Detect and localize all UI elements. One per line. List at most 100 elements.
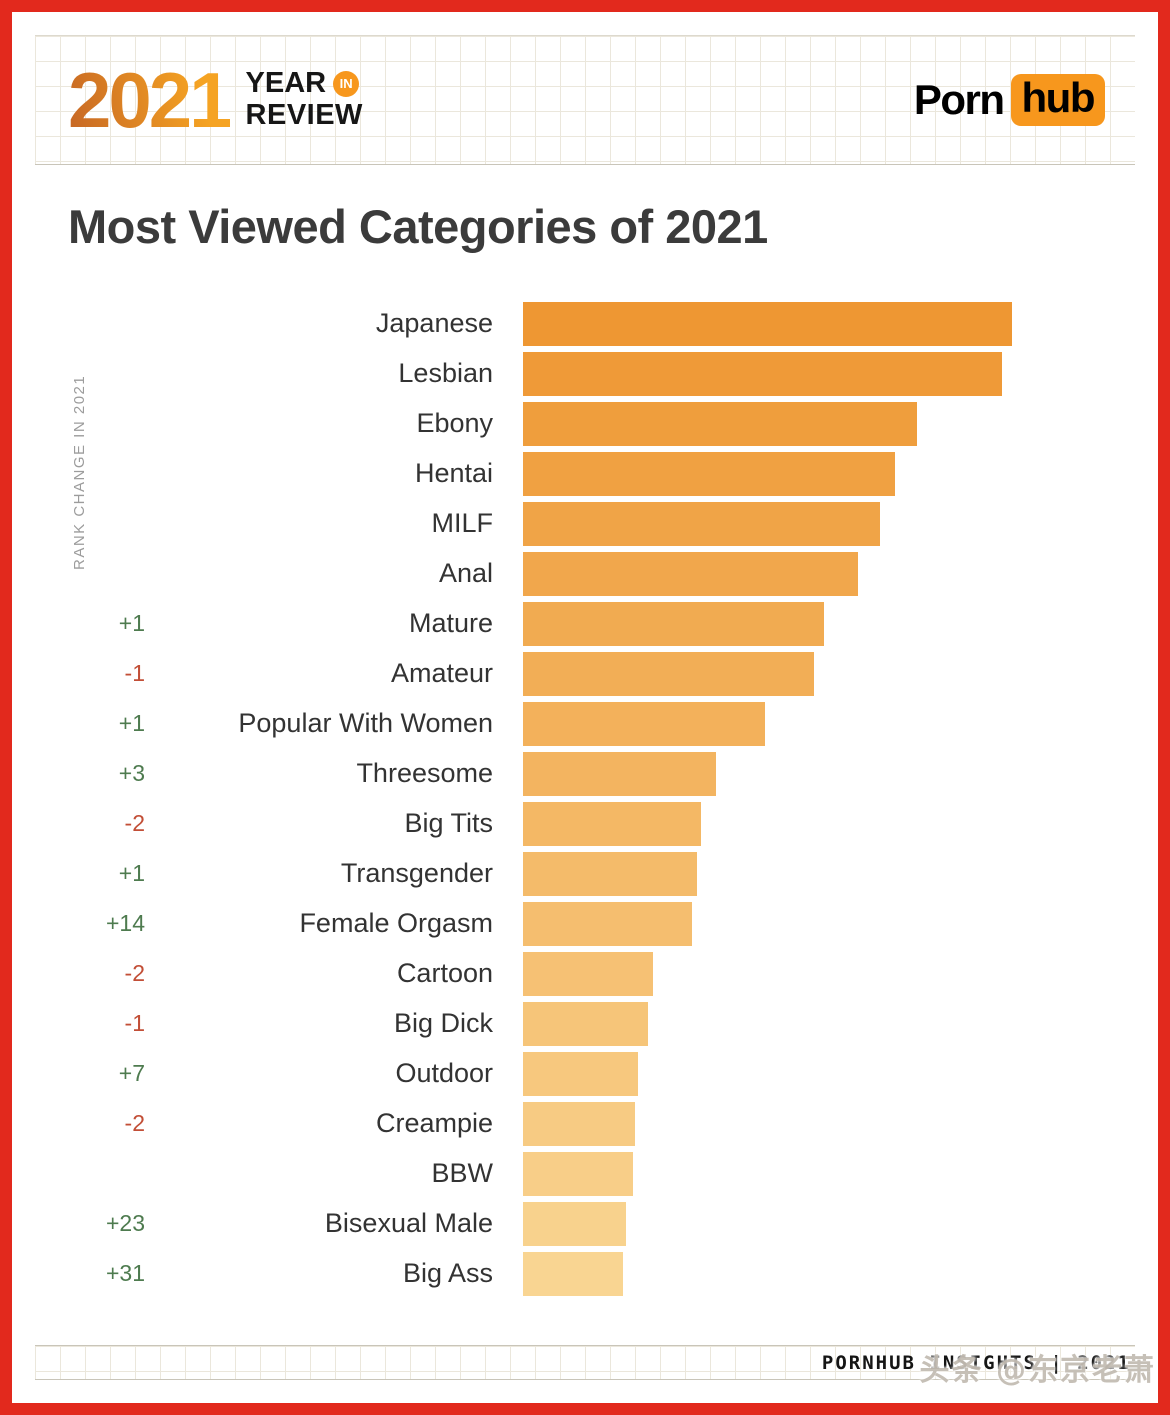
category-bar [523, 501, 880, 546]
category-bar [523, 1101, 636, 1146]
bar-track [523, 1151, 1135, 1196]
category-bar [523, 1201, 626, 1246]
chart-row: Hentai [35, 449, 1135, 499]
category-bar [523, 701, 766, 746]
chart-row: -2 Big Tits [35, 799, 1135, 849]
page-title: Most Viewed Categories of 2021 [68, 200, 768, 253]
chart-row: BBW [35, 1149, 1135, 1199]
category-bar [523, 851, 697, 896]
logo-year-text: 2021 [68, 56, 233, 144]
category-label: BBW [431, 1158, 493, 1189]
category-label: Bisexual Male [324, 1208, 493, 1239]
category-label: Creampie [375, 1108, 493, 1139]
chart-row: Anal [35, 549, 1135, 599]
category-label: Hentai [414, 458, 493, 489]
chart-row: -1 Amateur [35, 649, 1135, 699]
chart-row: +14 Female Orgasm [35, 899, 1135, 949]
logo-wordmark: YEAR IN REVIEW [245, 67, 363, 132]
category-label: Amateur [390, 658, 493, 689]
category-bar [523, 1001, 648, 1046]
rank-change: +1 [118, 860, 145, 887]
chart-row: +1 Mature [35, 599, 1135, 649]
bar-track [523, 1201, 1135, 1246]
chart-row: -2 Creampie [35, 1099, 1135, 1149]
category-label: Threesome [356, 758, 493, 789]
pornhub-logo-part2: hub [1010, 73, 1105, 127]
rank-change: -1 [124, 660, 145, 687]
bar-track [523, 851, 1135, 896]
pornhub-logo: Porn hub [913, 73, 1105, 127]
category-bar [523, 601, 824, 646]
category-label: Big Tits [404, 808, 493, 839]
bar-track [523, 451, 1135, 496]
year-in-review-logo: 2021 YEAR IN REVIEW [68, 61, 363, 139]
chart-row: +31 Big Ass [35, 1249, 1135, 1299]
category-bar [523, 751, 717, 796]
chart-row: Lesbian [35, 349, 1135, 399]
pornhub-logo-part1: Porn [913, 75, 1005, 123]
category-bar [523, 551, 858, 596]
category-label: Female Orgasm [299, 908, 493, 939]
category-bar [523, 1051, 638, 1096]
chart-row: +1 Transgender [35, 849, 1135, 899]
category-label: Anal [438, 558, 493, 589]
bar-track [523, 601, 1135, 646]
chart-row: +3 Threesome [35, 749, 1135, 799]
rank-change: +31 [105, 1260, 145, 1287]
bar-track [523, 1001, 1135, 1046]
category-bar [523, 351, 1003, 396]
category-label: Japanese [375, 308, 493, 339]
chart-row: Ebony [35, 399, 1135, 449]
chart-row: MILF [35, 499, 1135, 549]
rank-change: +14 [105, 910, 145, 937]
category-bar [523, 301, 1012, 346]
chart-row: +23 Bisexual Male [35, 1199, 1135, 1249]
header: 2021 YEAR IN REVIEW Porn hub [35, 35, 1135, 165]
category-bar [523, 651, 814, 696]
logo-in-badge-icon: IN [333, 70, 360, 97]
category-label: MILF [431, 508, 493, 539]
rank-change: -2 [124, 1110, 145, 1137]
bar-track [523, 501, 1135, 546]
category-label: Transgender [340, 858, 493, 889]
bar-track [523, 351, 1135, 396]
category-label: Popular With Women [238, 708, 493, 739]
rank-change: -2 [124, 810, 145, 837]
category-label: Outdoor [395, 1058, 493, 1089]
category-label: Big Ass [402, 1258, 493, 1289]
bar-track [523, 301, 1135, 346]
chart-row: +1 Popular With Women [35, 699, 1135, 749]
logo-word-year: YEAR [245, 67, 327, 100]
bar-track [523, 901, 1135, 946]
bar-track [523, 951, 1135, 996]
rank-change: -2 [124, 960, 145, 987]
category-bar [523, 451, 895, 496]
footer: PORNHUB INSIGHTS | 2021 [35, 1345, 1135, 1380]
bar-track [523, 551, 1135, 596]
bar-track [523, 1251, 1135, 1296]
rank-change: +3 [118, 760, 145, 787]
bar-track [523, 1051, 1135, 1096]
bar-track [523, 1101, 1135, 1146]
chart-section: Most Viewed Categories of 2021 RANK CHAN… [35, 165, 1135, 1345]
rank-change: +7 [118, 1060, 145, 1087]
rank-change: +23 [105, 1210, 145, 1237]
rank-change-axis-label: RANK CHANGE IN 2021 [71, 374, 88, 570]
category-bar [523, 951, 653, 996]
bar-track [523, 801, 1135, 846]
category-bar [523, 1251, 624, 1296]
bar-chart: Japanese Lesbian Ebony Hentai MILF Anal +1 Matu… [35, 299, 1135, 1299]
chart-row: Japanese [35, 299, 1135, 349]
rank-change: +1 [118, 710, 145, 737]
category-bar [523, 1151, 634, 1196]
logo-word-review: REVIEW [245, 99, 363, 132]
bar-track [523, 651, 1135, 696]
category-bar [523, 901, 692, 946]
content-column: 2021 YEAR IN REVIEW Porn hub Most Viewed… [35, 35, 1135, 1380]
rank-change: +1 [118, 610, 145, 637]
bar-track [523, 401, 1135, 446]
category-label: Ebony [416, 408, 493, 439]
chart-row: -2 Cartoon [35, 949, 1135, 999]
rank-change: -1 [124, 1010, 145, 1037]
